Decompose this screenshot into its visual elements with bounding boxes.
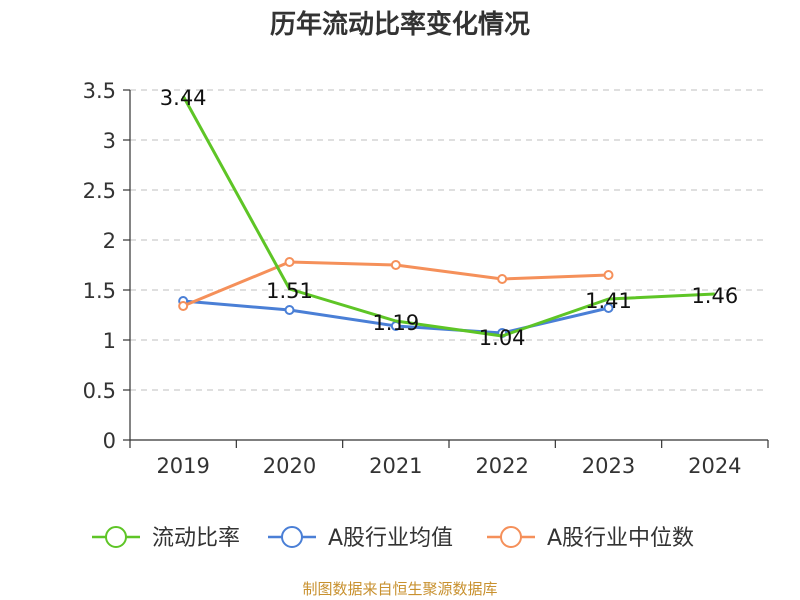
data-point [390,260,401,270]
grid-lines [130,89,768,391]
legend-item[interactable]: A股行业均值 [268,526,453,551]
data-point [284,257,295,267]
legend-label: A股行业均值 [328,526,453,551]
data-label: 1.41 [585,289,632,313]
series-lines [178,95,715,338]
legend-item[interactable]: 流动比率 [92,526,240,551]
data-label: 1.51 [266,279,313,303]
legend-marker [105,526,127,548]
x-tick-label: 2021 [369,454,422,478]
legend-label: A股行业中位数 [547,526,694,551]
x-tick-label: 2022 [475,454,528,478]
y-tick-label: 1.5 [83,279,116,303]
x-tick-label: 2024 [688,454,741,478]
x-tick-label: 2020 [263,454,316,478]
axes: 0 0.5 1 1.5 2 2.5 3 3.5 2019 2020 2021 2022 2023 2024 [83,79,769,478]
data-label: 3.44 [160,86,207,110]
y-tick-label: 2.5 [83,179,116,203]
legend[interactable]: 流动比率 A股行业均值 A股行业中位数 [92,526,694,551]
y-tick-label: 1 [103,329,116,353]
data-point [497,274,508,284]
series-line [181,95,715,338]
data-label: 1.19 [372,311,419,335]
legend-item[interactable]: A股行业中位数 [487,526,694,551]
data-point [603,270,614,280]
y-tick-label: 3.5 [83,79,116,103]
chart-title: 历年流动比率变化情况 [269,10,530,40]
y-tick-label: 0 [103,429,116,453]
data-labels: 3.44 1.51 1.19 1.04 1.41 1.46 [160,86,738,350]
x-tick-label: 2023 [582,454,635,478]
legend-marker [281,526,303,548]
data-label: 1.46 [691,284,738,308]
data-label: 1.04 [479,326,526,350]
legend-marker [500,526,522,548]
y-tick-label: 2 [103,229,116,253]
legend-label: 流动比率 [152,526,240,551]
y-tick-label: 3 [103,129,116,153]
source-note: 制图数据来自恒生聚源数据库 [302,580,498,598]
data-point [284,305,295,315]
x-tick-label: 2019 [156,454,209,478]
y-tick-label: 0.5 [83,379,116,403]
data-point [603,303,614,313]
data-point [178,301,189,311]
